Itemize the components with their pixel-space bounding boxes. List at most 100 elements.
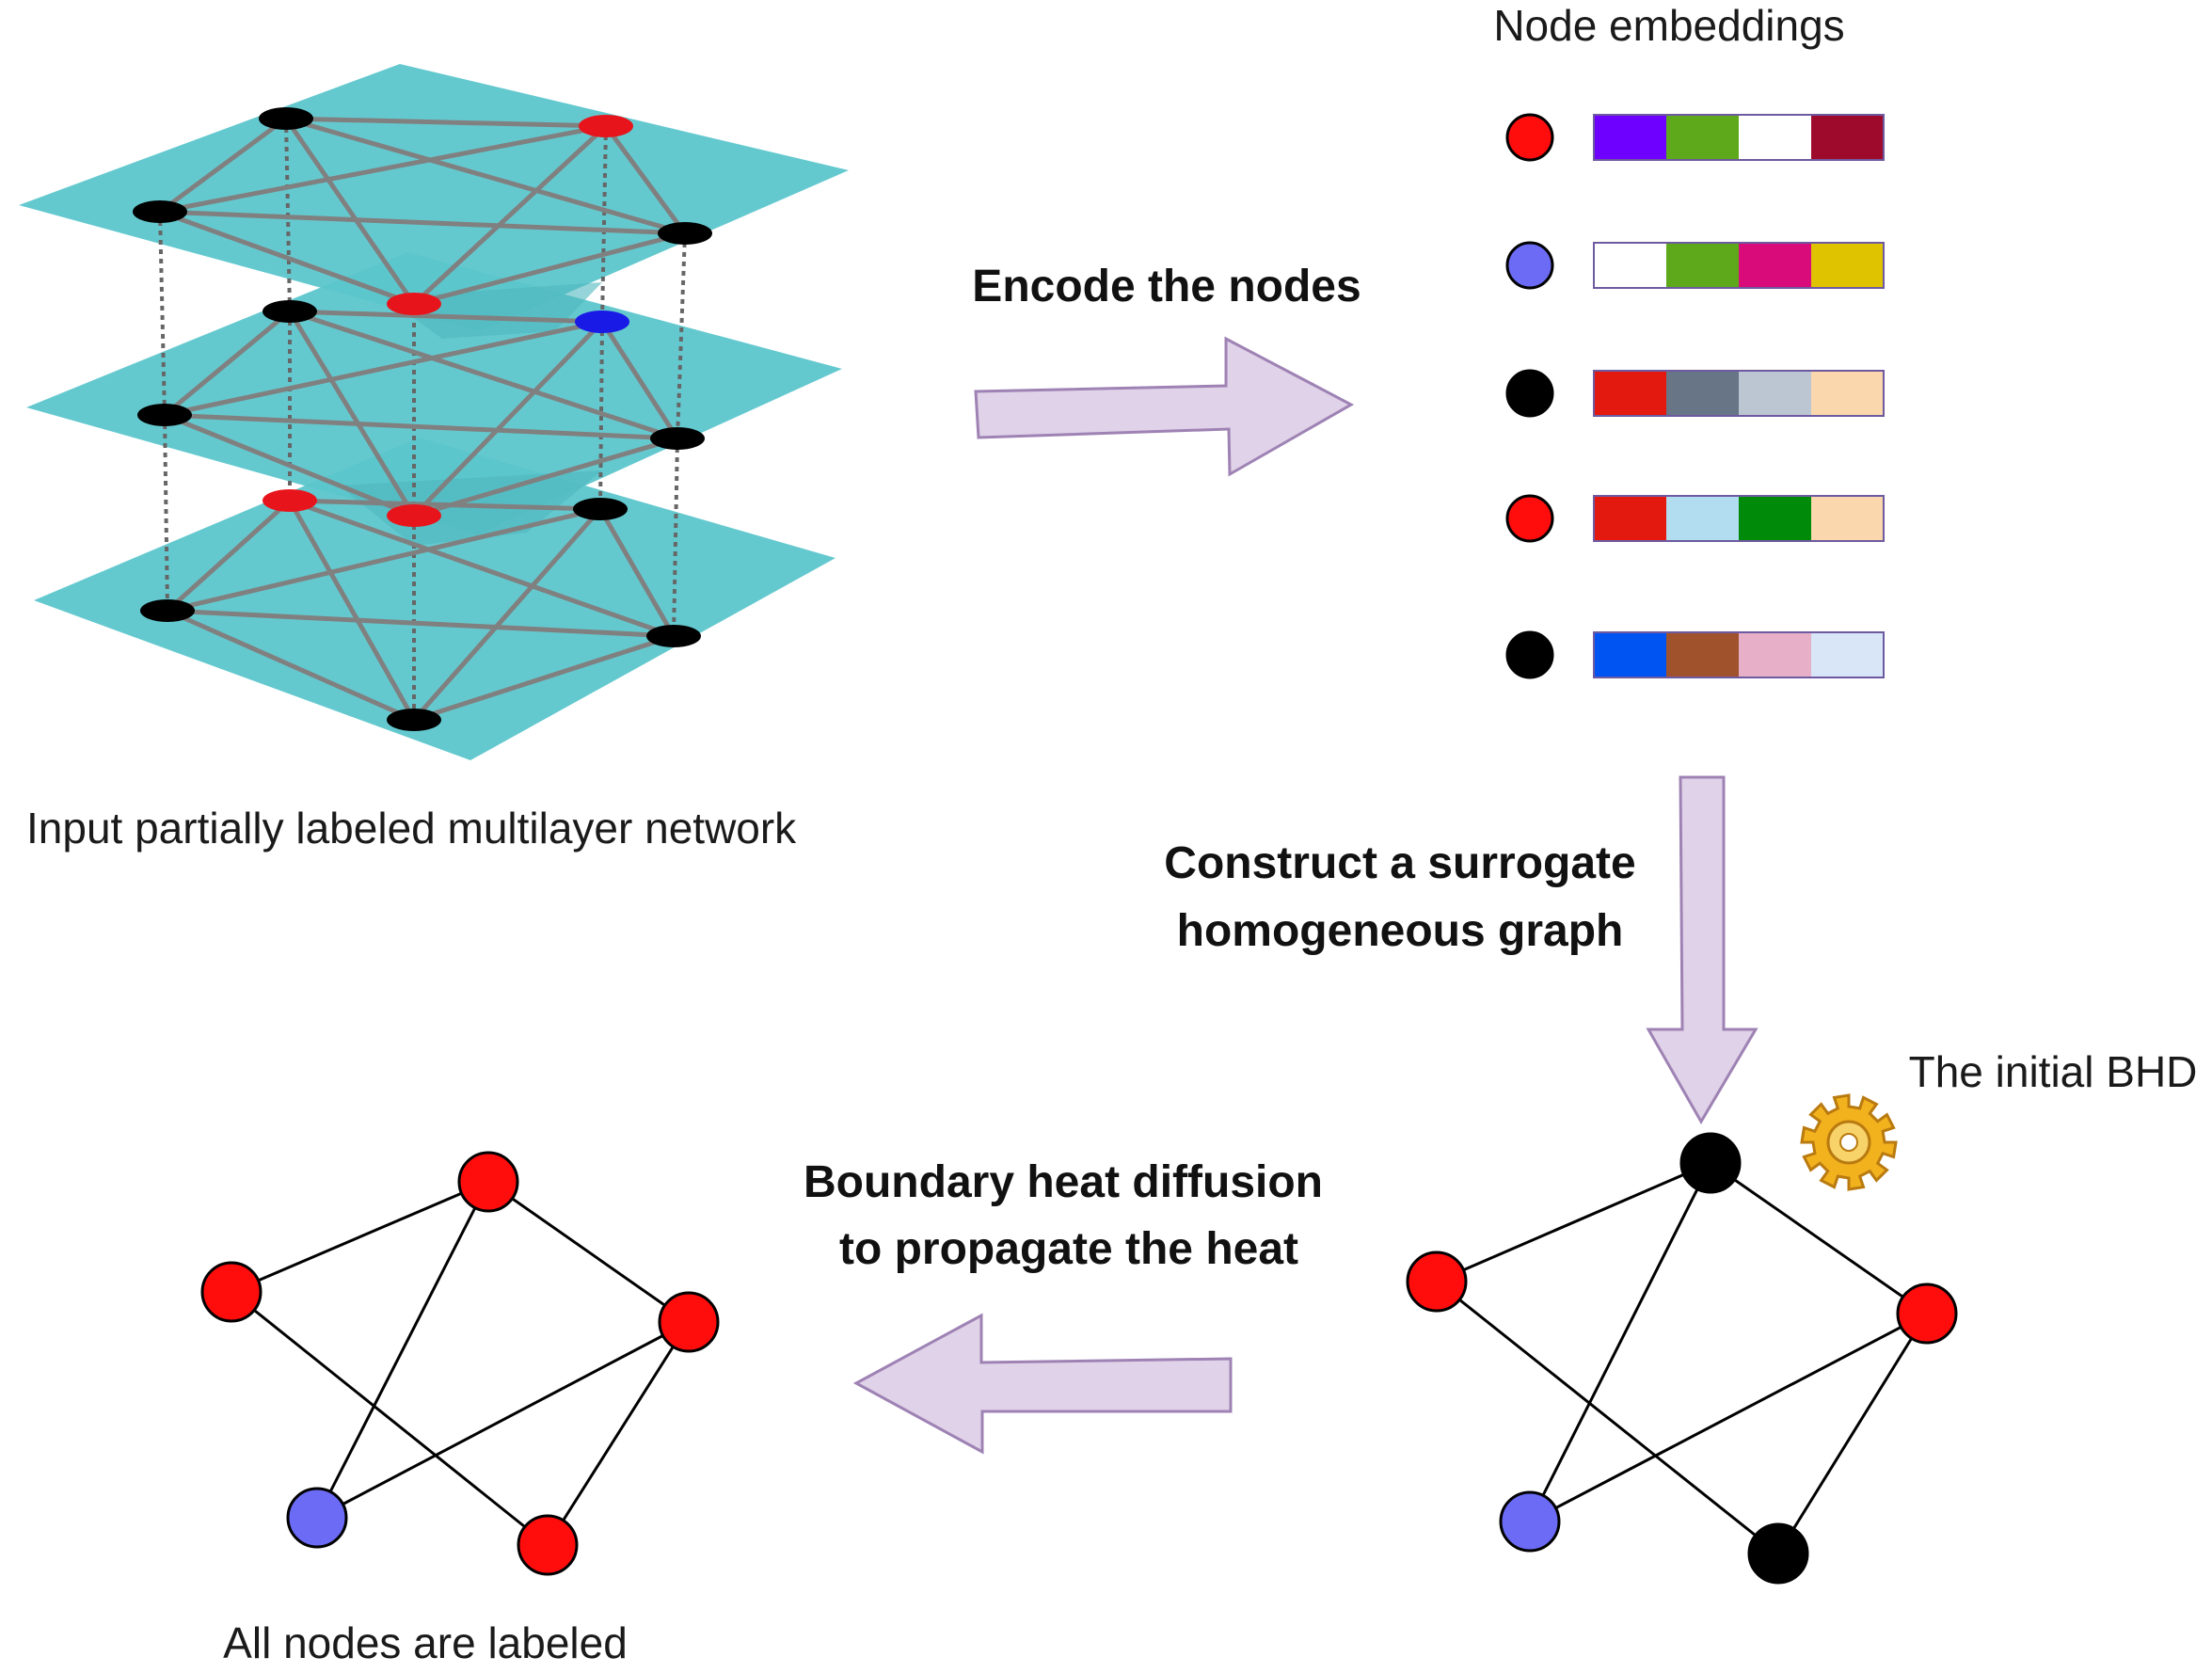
layer-0-node-1 bbox=[579, 115, 633, 137]
arrow-right bbox=[974, 336, 1355, 477]
diffuse-step-label-line2: to propagate the heat bbox=[839, 1224, 1298, 1274]
interlayer-link bbox=[600, 125, 608, 323]
embedding-cell bbox=[1811, 496, 1884, 541]
layer-1-node-2 bbox=[137, 404, 192, 426]
layer-1-edge bbox=[164, 412, 415, 518]
embedding-node-1 bbox=[1505, 241, 1554, 290]
interlayer-link bbox=[163, 414, 169, 612]
initial-graph-node-2 bbox=[1679, 1132, 1742, 1194]
embedding-cell bbox=[1666, 371, 1739, 416]
layer-1-edge bbox=[163, 310, 292, 417]
layer-0-edge bbox=[285, 116, 686, 236]
layer-2-edge bbox=[597, 507, 676, 638]
embedding-vector-border bbox=[1593, 114, 1885, 161]
layer-1-node-3 bbox=[263, 300, 317, 323]
step-arrows bbox=[852, 336, 1758, 1455]
layer-1-edge bbox=[164, 412, 678, 441]
layer-1-edge bbox=[164, 319, 603, 418]
layer-1-node-0 bbox=[387, 504, 441, 527]
layer-0-edge bbox=[603, 124, 688, 235]
plane-overlap-shade bbox=[339, 470, 602, 546]
intralayer-edges bbox=[158, 116, 688, 723]
layer-1-edge bbox=[599, 320, 680, 440]
gear-hole bbox=[1839, 1133, 1858, 1152]
initial-graph-edge bbox=[1436, 1161, 1711, 1283]
embedding-cell bbox=[1666, 243, 1739, 288]
construct-step-label-line2: homogeneous graph bbox=[1177, 906, 1624, 956]
initial-graph-node-1 bbox=[1499, 1490, 1561, 1553]
embedding-cell bbox=[1666, 632, 1739, 677]
final-graph-edge bbox=[315, 1181, 490, 1519]
initial-graph-edge bbox=[1529, 1312, 1928, 1523]
embedding-node-4 bbox=[1505, 630, 1554, 679]
embedding-cell bbox=[1594, 115, 1666, 160]
layer-0-edge bbox=[412, 124, 608, 306]
initial-graph-elements bbox=[1406, 1132, 1958, 1585]
final-graph-node-3 bbox=[658, 1291, 720, 1353]
final-graph-node-2 bbox=[457, 1151, 519, 1213]
interlayer-links bbox=[158, 118, 687, 720]
embeddings-title: Node embeddings bbox=[1493, 1, 1844, 50]
embedding-cell bbox=[1594, 371, 1666, 416]
encode-step-label: Encode the nodes bbox=[972, 262, 1361, 311]
initial-graph-node-0 bbox=[1406, 1251, 1468, 1313]
layer-2-node-2 bbox=[140, 599, 195, 622]
layer-0-edge bbox=[158, 116, 288, 215]
layer-2-node-1 bbox=[573, 498, 628, 520]
layer-1-edge bbox=[287, 310, 417, 518]
layer-0-edge bbox=[285, 116, 607, 129]
multilayer-nodes bbox=[133, 107, 712, 731]
layer-plane-2 bbox=[34, 438, 835, 760]
layer-2-edge bbox=[166, 608, 416, 723]
initial-graph-edge bbox=[1776, 1313, 1929, 1554]
layer-2-node-3 bbox=[263, 489, 317, 512]
layer-1-edge bbox=[412, 320, 604, 518]
embedding-cell bbox=[1811, 632, 1884, 677]
initial-graph-node-3 bbox=[1896, 1283, 1958, 1345]
layer-planes bbox=[19, 64, 849, 760]
layer-0-node-3 bbox=[259, 107, 313, 130]
initial-graph-edge bbox=[1528, 1162, 1712, 1522]
final-graph-node-1 bbox=[286, 1487, 348, 1549]
final-graph-edge bbox=[316, 1320, 690, 1520]
embedding-cell bbox=[1811, 115, 1884, 160]
embedding-cell bbox=[1594, 632, 1666, 677]
diffuse-step-label-line1: Boundary heat diffusion bbox=[804, 1157, 1323, 1207]
initial-graph-edge bbox=[1710, 1161, 1928, 1315]
interlayer-link bbox=[676, 232, 687, 439]
initial-graph-node-4 bbox=[1747, 1522, 1809, 1585]
arrow-down bbox=[1646, 775, 1758, 1124]
layer-0-node-0 bbox=[387, 293, 441, 315]
construct-step-label-line1: Construct a surrogate bbox=[1164, 838, 1635, 888]
layer-0-node-4 bbox=[658, 222, 712, 245]
arrow-left bbox=[852, 1313, 1233, 1455]
embedding-rows bbox=[1505, 113, 1885, 679]
multilayer-caption: Input partially labeled multilayer netwo… bbox=[26, 804, 797, 852]
layer-2-edge bbox=[167, 608, 675, 639]
embedding-cell bbox=[1594, 243, 1666, 288]
layer-plane-0 bbox=[19, 64, 849, 331]
embedding-cell bbox=[1666, 115, 1739, 160]
layer-2-node-0 bbox=[387, 709, 441, 731]
layer-2-edge bbox=[167, 506, 601, 613]
final-graph-elements bbox=[200, 1151, 720, 1576]
layer-2-edge bbox=[166, 499, 292, 613]
layer-2-edge bbox=[289, 498, 675, 639]
node-embeddings: Node embeddings bbox=[1493, 1, 1885, 679]
initial-graph: The initial BHD bbox=[1406, 1047, 2197, 1585]
layer-0-edge bbox=[159, 209, 415, 307]
embedding-cell bbox=[1594, 496, 1666, 541]
embedding-node-3 bbox=[1505, 494, 1554, 543]
layer-1-edge bbox=[289, 309, 603, 325]
embedding-vector-border bbox=[1593, 370, 1885, 417]
embedding-cell bbox=[1811, 243, 1884, 288]
final-graph-caption: All nodes are labeled bbox=[223, 1618, 628, 1667]
final-graph-node-4 bbox=[517, 1514, 579, 1576]
layer-plane-1 bbox=[26, 252, 842, 534]
embedding-cell bbox=[1739, 371, 1811, 416]
layer-2-edge bbox=[413, 633, 675, 723]
layer-1-edge bbox=[289, 309, 678, 441]
layer-2-edge bbox=[412, 507, 602, 722]
layer-1-node-1 bbox=[575, 311, 629, 333]
embedding-cell bbox=[1666, 496, 1739, 541]
